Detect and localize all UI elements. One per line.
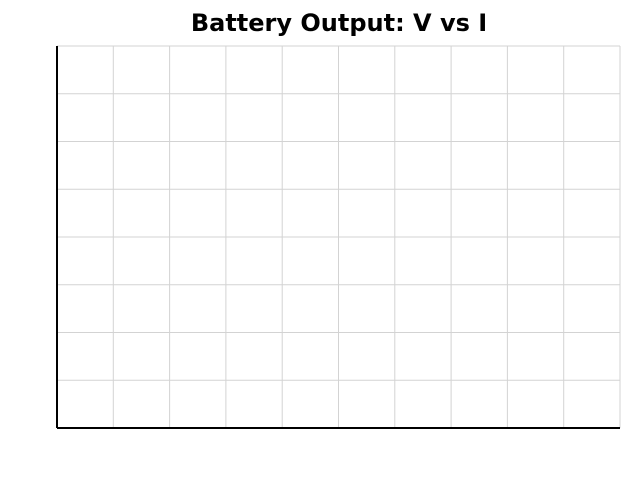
chart-title: Battery Output: V vs I	[190, 9, 488, 37]
grid-lines	[57, 45, 621, 428]
